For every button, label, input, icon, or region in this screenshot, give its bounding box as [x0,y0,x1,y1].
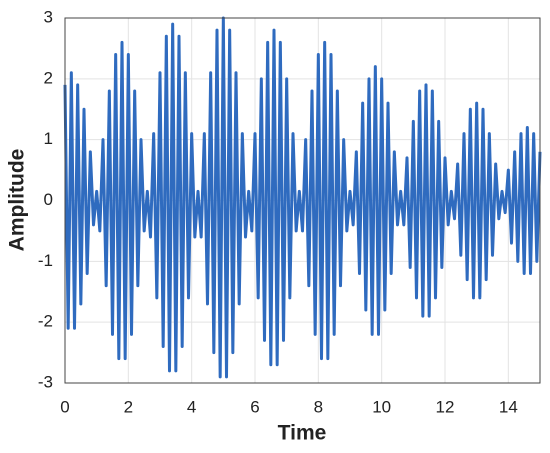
y-tick-label: -3 [38,372,53,391]
x-tick-label: 8 [314,397,323,416]
y-tick-label: 3 [44,7,53,26]
x-tick-label: 4 [187,397,196,416]
x-axis-label: Time [278,422,327,445]
line [63,16,542,379]
y-tick-label: 2 [44,68,53,87]
y-tick-label: 1 [44,129,53,148]
x-tick-label: 12 [436,397,455,416]
x-tick-label: 0 [60,397,69,416]
x-tick-label: 10 [372,397,391,416]
y-tick-label: -2 [38,312,53,331]
y-axis-label: Amplitude [6,149,29,252]
x-tick-label: 6 [250,397,259,416]
y-tick-label: -1 [38,251,53,270]
y-tick-label: 0 [44,190,53,209]
x-tick-label: 14 [499,397,518,416]
x-tick-label: 2 [124,397,133,416]
axes-box [64,17,541,384]
